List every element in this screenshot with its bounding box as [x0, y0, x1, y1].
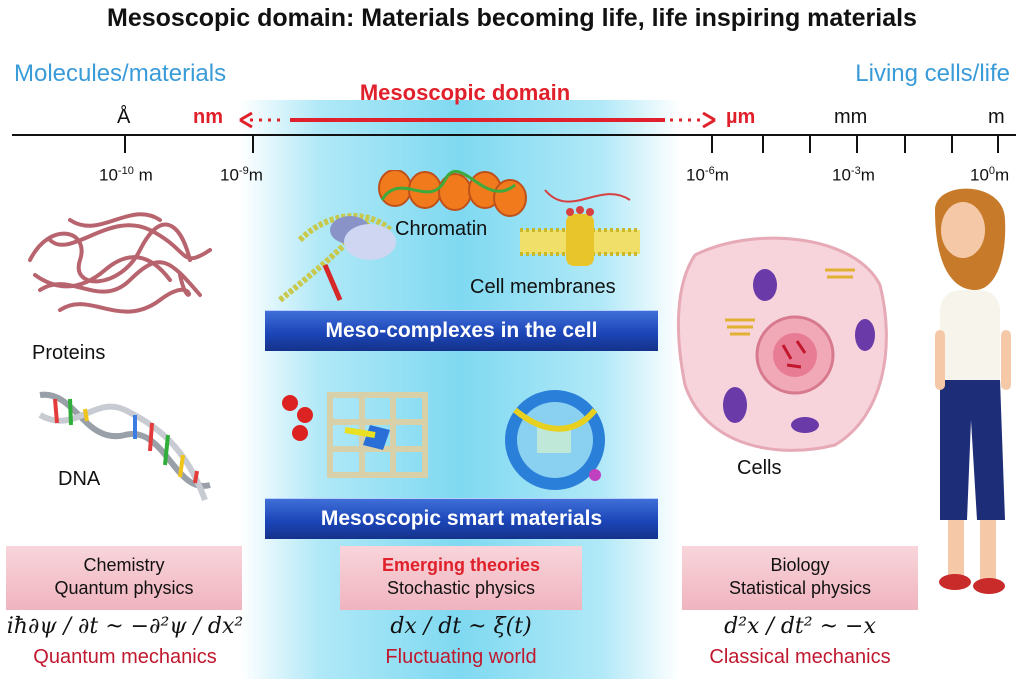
column-line1: Biology	[770, 555, 830, 575]
column-stochastic: Emerging theories Stochastic physics	[340, 546, 582, 610]
protein-illustration	[28, 212, 212, 314]
scale-axis	[12, 111, 1016, 153]
equation-classical: d²x / dt² ~ −x	[724, 614, 876, 639]
footer-stochastic: Fluctuating world	[385, 646, 537, 668]
membrane-illustration	[520, 189, 640, 266]
footer-classical: Classical mechanics	[709, 646, 891, 668]
column-classical: Biology Statistical physics	[682, 546, 918, 610]
girl-figure	[935, 188, 1011, 594]
chromatin-illustration	[278, 170, 640, 303]
label-cell-membranes: Cell membranes	[470, 276, 616, 298]
page-title: Mesoscopic domain: Materials becoming li…	[107, 4, 917, 32]
column-line2: Quantum physics	[54, 578, 194, 598]
tick-label: 10-10 m	[99, 165, 153, 185]
label-chromatin: Chromatin	[395, 218, 488, 240]
column-line2: Stochastic physics	[386, 578, 536, 598]
tick-label: 10-3m	[832, 165, 875, 185]
tick-label: 10-6m	[686, 165, 729, 185]
cell-illustration	[676, 236, 888, 452]
right-heading: Living cells/life	[855, 60, 1010, 87]
unit-mm: mm	[834, 106, 868, 128]
dna-illustration	[38, 391, 211, 502]
banner-smart-materials: Mesoscopic smart materials	[265, 498, 658, 539]
label-dna: DNA	[58, 468, 101, 490]
unit-nm: nm	[193, 106, 223, 128]
column-quantum: Chemistry Quantum physics	[6, 546, 242, 610]
footer-quantum: Quantum mechanics	[33, 646, 217, 668]
column-line2: Statistical physics	[728, 578, 872, 598]
left-heading: Molecules/materials	[14, 60, 227, 87]
label-cells: Cells	[737, 457, 782, 479]
equation-quantum: iħ∂ψ / ∂t ~ −∂²ψ / dx²	[6, 614, 244, 639]
tick-label: 10-9m	[220, 165, 263, 185]
tick-label: 100m	[970, 165, 1010, 185]
unit-angstrom: Å	[117, 106, 131, 128]
smart-materials-illustration	[282, 390, 605, 490]
banner-meso-complexes: Meso-complexes in the cell	[265, 310, 658, 351]
unit-m: m	[988, 106, 1005, 128]
column-line1: Emerging theories	[381, 555, 541, 575]
label-proteins: Proteins	[32, 342, 106, 364]
center-heading: Mesoscopic domain	[359, 80, 571, 105]
mesoscopic-range-arrow	[239, 111, 716, 129]
equation-stochastic: dx / dt ~ ξ(t)	[390, 614, 532, 639]
unit-um: µm	[726, 106, 756, 128]
column-line1: Chemistry	[83, 555, 165, 575]
